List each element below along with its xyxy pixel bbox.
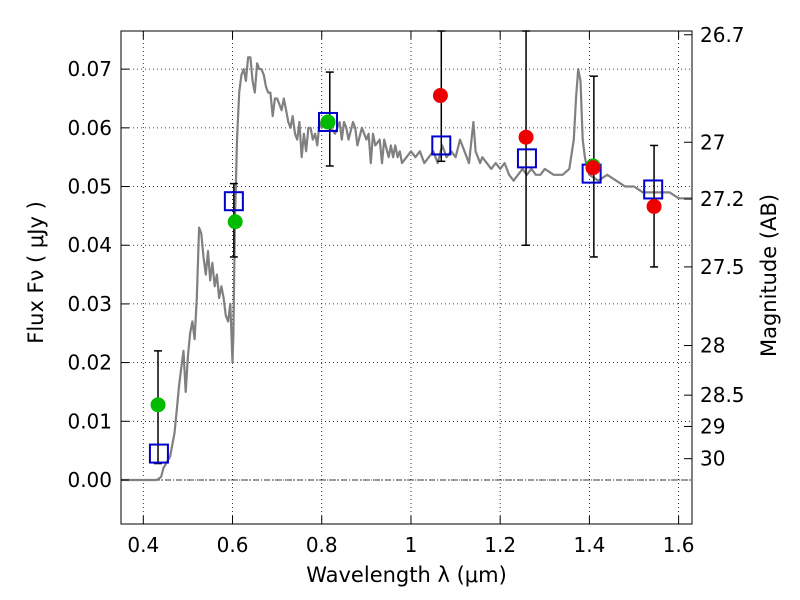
x-tick-label: 0.4 (127, 533, 159, 557)
red-data-point (646, 198, 662, 214)
axis-ticks (121, 31, 692, 524)
plot-frame (120, 30, 693, 525)
y-tick-label: 0.01 (67, 409, 112, 433)
model-square-point (148, 443, 169, 464)
right-tick-label: 30 (700, 447, 725, 471)
right-tick-label: 27.2 (700, 187, 745, 211)
red-data-point (585, 160, 601, 176)
x-tick-label: 1.4 (573, 533, 605, 557)
right-tick-label: 27 (700, 130, 725, 154)
right-tick-label: 28 (700, 334, 725, 358)
x-tick-label: 1.6 (663, 533, 695, 557)
right-tick-label: 28.5 (700, 383, 745, 407)
y-tick-label: 0.02 (67, 351, 112, 375)
model-square-point (516, 148, 537, 169)
red-data-point (518, 129, 534, 145)
spectrum-line (121, 56, 692, 482)
plot-area (121, 30, 692, 482)
red-data-point (432, 88, 448, 104)
model-square-point (317, 111, 338, 132)
y-tick-label: 0.07 (67, 57, 112, 81)
x-tick-label: 0.6 (217, 533, 249, 557)
grid (121, 31, 692, 524)
right-axis-label: Magnitude (AB) (757, 194, 781, 357)
y-tick-label: 0.04 (67, 233, 112, 257)
x-tick-label: 1.2 (484, 533, 516, 557)
right-tick-label: 29 (700, 414, 725, 438)
right-tick-label: 27.5 (700, 255, 745, 279)
x-axis-label: Wavelength λ (μm) (306, 563, 507, 587)
y-tick-label: 0.00 (67, 468, 112, 492)
model-square-point (431, 135, 452, 156)
y-tick-label: 0.05 (67, 175, 112, 199)
model-square-point (643, 179, 664, 200)
green-data-point (150, 397, 166, 413)
x-tick-label: 0.8 (306, 533, 338, 557)
tick-labels: 0.4 0.6 0.8 1 1.2 1.4 1.6 0.00 0.01 0.02 0.03 0.04 0… (67, 23, 744, 557)
green-data-point (227, 214, 243, 230)
y-axis-label: Flux Fν ( μJy ) (24, 201, 48, 344)
y-tick-label: 0.06 (67, 116, 112, 140)
model-square-point (223, 191, 244, 212)
green-data-point (320, 114, 336, 130)
x-tick-label: 1 (405, 533, 418, 557)
right-tick-label: 26.7 (700, 23, 745, 47)
y-tick-label: 0.03 (67, 292, 112, 316)
